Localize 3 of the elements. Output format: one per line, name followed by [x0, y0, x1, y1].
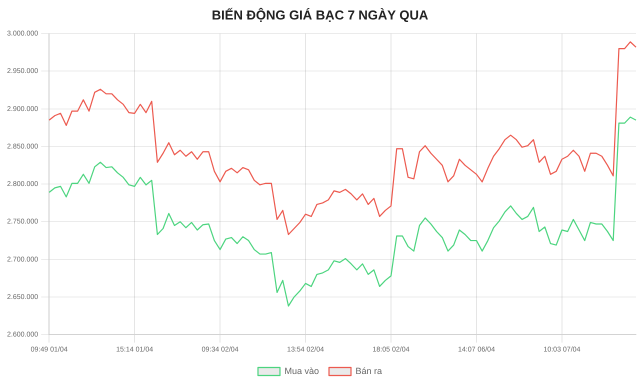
chart-title: BIẾN ĐỘNG GIÁ BẠC 7 NGÀY QUA	[212, 7, 429, 22]
legend-label: Bán ra	[356, 366, 382, 376]
legend-label: Mua vào	[284, 366, 320, 376]
